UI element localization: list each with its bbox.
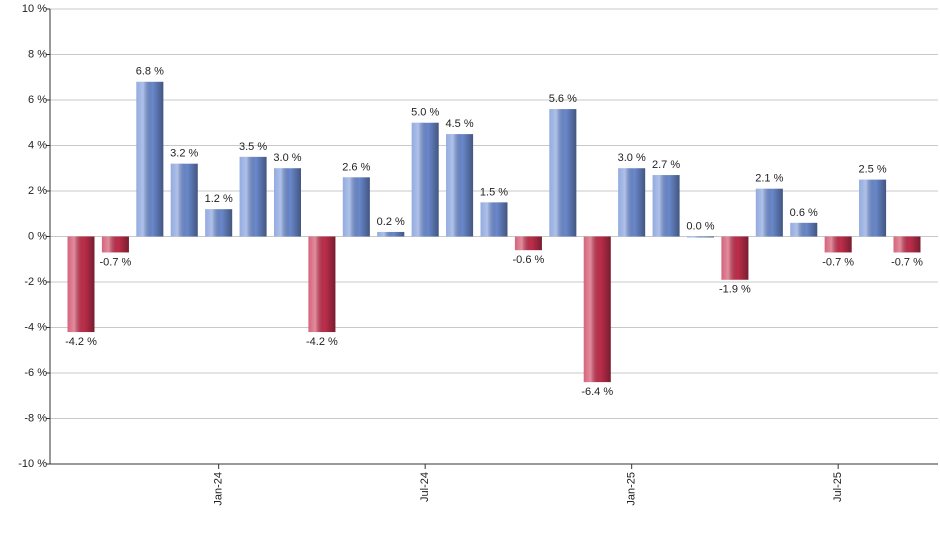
bar-shade [308,236,336,333]
value-label: 1.2 % [205,193,233,205]
bar-shade [411,122,439,237]
y-tick-label: -4 % [24,321,47,333]
bar-shade [583,236,611,383]
x-tick-label: Jan-25 [626,472,638,506]
value-label: -0.7 % [891,256,923,268]
x-tick-label: Jan-24 [213,472,225,506]
value-label: -6.4 % [581,386,613,398]
y-tick-label: 4 % [28,139,47,151]
value-label: 0.6 % [790,207,818,219]
bar-shade [446,134,474,237]
value-label: 2.7 % [652,159,680,171]
bar-shade [618,168,646,237]
bar-shade [755,188,783,237]
value-label: -4.2 % [65,336,97,348]
value-label: 0.2 % [377,216,405,228]
y-tick-label: -2 % [24,276,47,288]
bar-shade [377,231,405,237]
y-tick-label: 0 % [28,230,47,242]
x-tick-label: Jul-25 [832,472,844,502]
bar-shade [652,175,680,237]
value-label: 2.6 % [342,161,370,173]
bar-shade [205,209,233,237]
bar-shade [136,81,164,237]
bar-shade [824,236,852,253]
y-tick-label: -10 % [18,458,47,470]
y-tick-label: 10 % [22,3,47,15]
bar-shade [549,109,577,237]
value-label: 5.0 % [411,107,439,119]
value-label: -0.7 % [100,256,132,268]
bar-shade [893,236,921,253]
value-label: 3.2 % [170,148,198,160]
bar-shade [342,177,370,237]
value-label: 4.5 % [446,118,474,130]
value-label: 3.0 % [273,152,301,164]
value-label: 2.1 % [755,173,783,185]
y-tick-label: 2 % [28,185,47,197]
value-label: 6.8 % [136,66,164,78]
bar-shade [101,236,129,253]
bar-shade [239,156,267,237]
bar-shade [170,163,198,237]
value-label: 0.0 % [686,220,714,232]
y-tick-label: 8 % [28,48,47,60]
bar-shade [480,202,508,237]
value-label: 5.6 % [549,93,577,105]
bar-shade [790,222,818,237]
value-label: 3.0 % [618,152,646,164]
bar-shade [274,168,301,237]
value-label: -0.7 % [822,256,854,268]
bar-shade [514,236,542,251]
x-tick-label: Jul-24 [419,472,431,502]
bar-shade [859,179,887,237]
bar-shade [67,236,95,333]
value-label: 3.5 % [239,141,267,153]
value-label: -1.9 % [719,284,751,296]
value-label: 1.5 % [480,186,508,198]
y-tick-label: -8 % [24,412,47,424]
value-label: -4.2 % [306,336,338,348]
y-tick-label: 6 % [28,94,47,106]
value-label: -0.6 % [513,254,545,266]
value-label: 2.5 % [859,164,887,176]
bar-shade [721,236,749,280]
y-tick-label: -6 % [24,367,47,379]
bar-shade [687,236,714,238]
